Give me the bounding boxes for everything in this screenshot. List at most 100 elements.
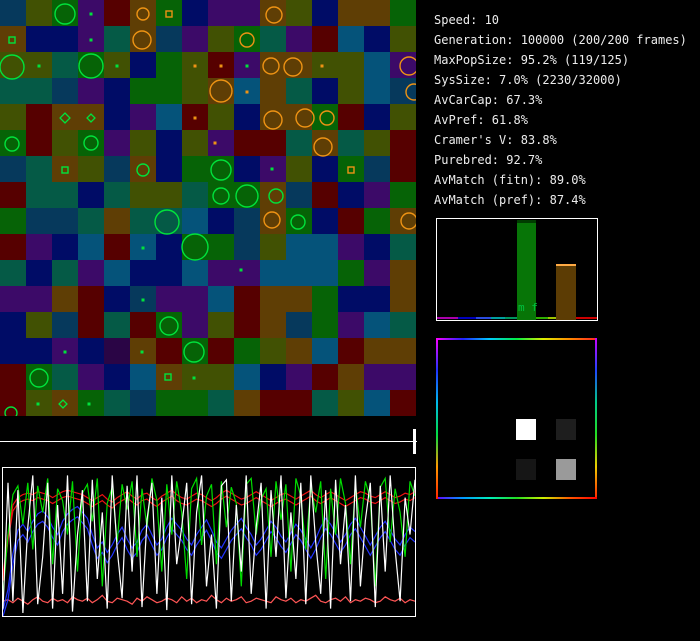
orange-organism-dot [193, 64, 197, 68]
world-cell [52, 208, 78, 234]
match-matrix-panel [436, 338, 597, 499]
world-cell [338, 104, 364, 130]
world-cell [260, 390, 286, 416]
world-cell [338, 182, 364, 208]
frame-progress-track[interactable] [0, 441, 417, 442]
world-cell [52, 390, 78, 416]
world-cell [78, 130, 104, 156]
sex-axis-label: m f [518, 301, 538, 314]
matrix-cell [516, 459, 536, 480]
world-cell [130, 26, 156, 52]
world-cell [312, 130, 338, 156]
green-organism-dot [192, 376, 196, 380]
world-cell [234, 0, 260, 26]
green-organism-ring [159, 316, 179, 336]
world-cell [364, 78, 390, 104]
world-cell [390, 104, 416, 130]
female-bar [556, 264, 576, 320]
world-cell [208, 364, 234, 390]
world-cell [286, 182, 312, 208]
world-cell [130, 312, 156, 338]
stats-panel: Speed: 10 Generation: 100000 (200/200 fra… [434, 10, 700, 210]
world-cell [104, 182, 130, 208]
green-organism-ring [210, 159, 232, 181]
orange-organism-ring [319, 110, 335, 126]
orange-organism-ring [283, 57, 303, 77]
world-cell [52, 364, 78, 390]
world-cell [52, 286, 78, 312]
world-cell [208, 390, 234, 416]
world-cell [78, 286, 104, 312]
world-cell [156, 0, 182, 26]
world-cell [156, 26, 182, 52]
world-cell [26, 312, 52, 338]
world-cell [312, 312, 338, 338]
world-cell [26, 78, 52, 104]
green-organism-dot [89, 38, 93, 42]
world-cell [0, 182, 26, 208]
female-bar-cap [556, 264, 576, 266]
world-cell [0, 208, 26, 234]
world-cell [0, 364, 26, 390]
hue-strip-segment [505, 317, 517, 319]
world-cell [26, 104, 52, 130]
world-cell [78, 312, 104, 338]
world-cell [182, 260, 208, 286]
world-cell [182, 78, 208, 104]
world-cell [234, 234, 260, 260]
world-cell [338, 390, 364, 416]
world-cell [390, 364, 416, 390]
world-cell [156, 364, 182, 390]
stat-line: Speed: 10 [434, 13, 500, 27]
frame-progress-marker[interactable] [413, 429, 416, 454]
green-organism-dot [245, 64, 249, 68]
world-cell [312, 390, 338, 416]
matrix-cell [556, 459, 576, 480]
world-cell [234, 312, 260, 338]
world-cell [260, 286, 286, 312]
orange-organism-dot [320, 64, 324, 68]
world-cell [156, 52, 182, 78]
world-cell [182, 390, 208, 416]
matrix-border-bottom [436, 497, 597, 499]
world-cell [104, 208, 130, 234]
world-cell [364, 338, 390, 364]
green-organism-dot [239, 268, 243, 272]
world-cell [338, 156, 364, 182]
orange-organism-ring [265, 6, 283, 24]
orange-organism-ring [262, 57, 280, 75]
world-cell [130, 0, 156, 26]
green-organism-ring [83, 135, 99, 151]
male-bar-cap [517, 220, 536, 223]
world-cell [312, 26, 338, 52]
world-cell [78, 104, 104, 130]
world-grid[interactable] [0, 0, 416, 416]
world-cell [338, 52, 364, 78]
world-cell [78, 208, 104, 234]
world-cell [130, 52, 156, 78]
world-cell [390, 130, 416, 156]
world-cell [52, 78, 78, 104]
pink-trace [2, 594, 416, 605]
world-cell [104, 286, 130, 312]
green-organism-ring [29, 368, 49, 388]
stat-line: AvMatch (pref): 87.4% [434, 193, 586, 207]
world-cell [338, 312, 364, 338]
orange-organism-ring [239, 32, 255, 48]
blue-trace [2, 505, 416, 611]
stat-line: AvPref: 61.8% [434, 113, 528, 127]
world-cell [390, 312, 416, 338]
hue-strip-segment [576, 317, 597, 319]
world-cell [156, 182, 182, 208]
world-cell [338, 78, 364, 104]
world-cell [182, 182, 208, 208]
world-cell [0, 104, 26, 130]
world-cell [0, 338, 26, 364]
world-cell [390, 390, 416, 416]
world-cell [364, 0, 390, 26]
world-cell [156, 338, 182, 364]
orange-organism-ring [405, 83, 416, 101]
world-cell [390, 338, 416, 364]
matrix-cell [516, 419, 536, 440]
green-organism-ring [4, 136, 20, 152]
